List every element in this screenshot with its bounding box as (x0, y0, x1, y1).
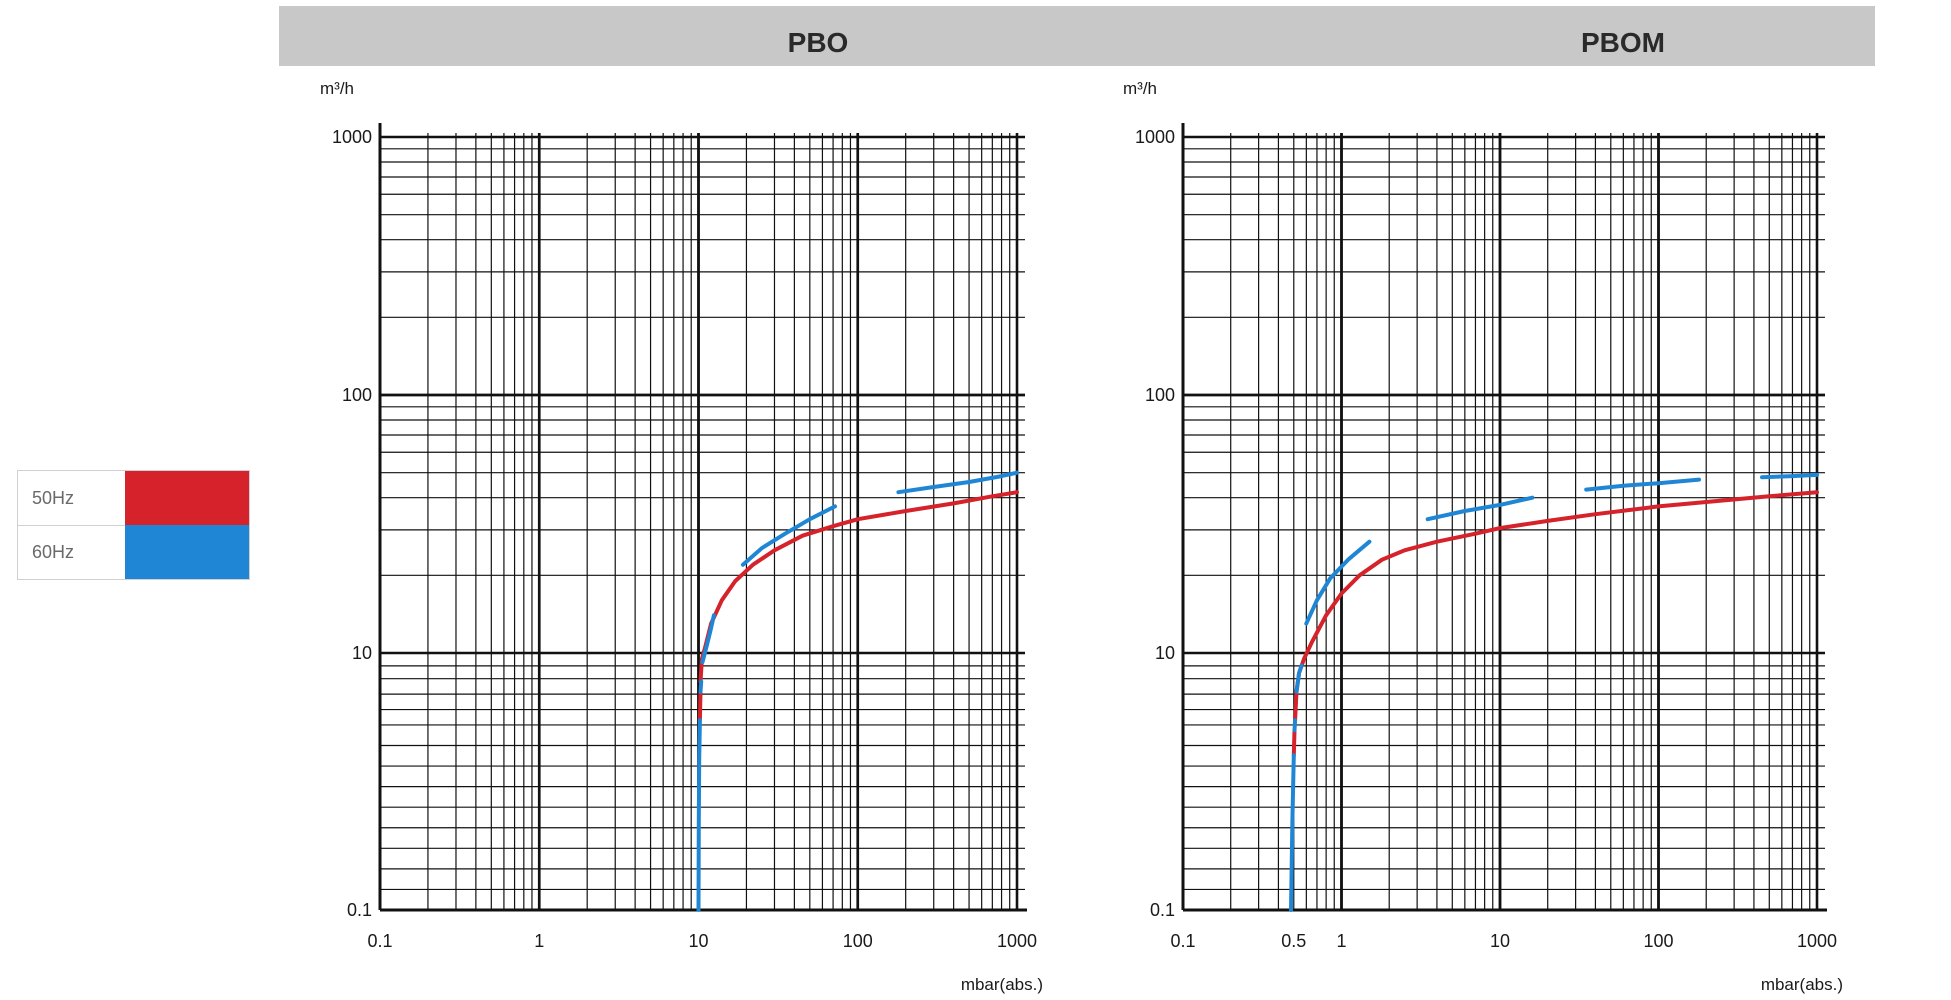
y-tick-label: 1000 (332, 127, 372, 147)
legend-item-60hz: 60Hz (18, 525, 249, 579)
x-axis-label: mbar(abs.) (961, 975, 1043, 994)
x-tick-label: 100 (1643, 931, 1673, 951)
x-tick-label: 1000 (997, 931, 1037, 951)
y-tick-label: 1000 (1135, 127, 1175, 147)
series-60hz-segment (1425, 495, 1535, 522)
chart-grid (378, 123, 1027, 912)
series-60hz-segment (1760, 472, 1819, 480)
x-tick-label: 1 (1336, 931, 1346, 951)
x-tick-label: 0.5 (1281, 931, 1306, 951)
series-60hz-segment (740, 504, 837, 567)
y-tick-label: 10 (352, 643, 372, 663)
series-60hz-segment (700, 613, 716, 665)
legend-swatch-60hz (125, 525, 249, 579)
series-50hz-segment (697, 689, 703, 723)
series-50hz-segment (1293, 490, 1819, 723)
series-60hz-segment (698, 679, 704, 694)
x-tick-label: 1000 (1797, 931, 1837, 951)
panel-title-pbom: PBOM (1581, 27, 1665, 58)
panel-title-pbo: PBO (787, 27, 849, 58)
y-tick-label: 10 (1155, 643, 1175, 663)
series-60hz-segment (896, 470, 1019, 495)
y-tick-label: 0.1 (347, 900, 372, 920)
x-tick-label: 10 (1490, 931, 1510, 951)
y-axis-label: m³/h (320, 79, 354, 98)
chart-grid (1181, 123, 1827, 912)
legend-label-60hz: 60Hz (32, 542, 75, 562)
series-60hz-segment (696, 718, 702, 912)
x-axis-label: mbar(abs.) (1761, 975, 1843, 994)
x-tick-label: 0.1 (367, 931, 392, 951)
x-tick-label: 10 (688, 931, 708, 951)
chart-panel-2: 0.1 0.5 1 10 100 1000 0.1 10 100 1000 m³/h mbar(abs… (1123, 79, 1843, 994)
chart-panel-1: 0.1 1 10 100 1000 0.1 10 100 1000 m³/h mbar(abs.) (320, 79, 1043, 994)
legend-swatch-50hz (125, 471, 249, 525)
series-60hz-segment (1289, 753, 1296, 912)
y-tick-label: 0.1 (1150, 900, 1175, 920)
x-tick-label: 0.1 (1170, 931, 1195, 951)
title-bar: PBO PBOM (279, 6, 1875, 66)
series-50hz-segment (1291, 728, 1297, 758)
x-tick-label: 100 (843, 931, 873, 951)
y-tick-label: 100 (1145, 385, 1175, 405)
series-60hz-segment (1292, 718, 1298, 733)
legend: 50Hz 60Hz (17, 470, 250, 580)
series-60hz-segment (1304, 539, 1372, 626)
x-tick-label: 1 (534, 931, 544, 951)
series-60hz-segment (1584, 477, 1701, 492)
series-60hz-segment (1294, 663, 1304, 694)
legend-label-50hz: 50Hz (32, 488, 75, 508)
y-axis-label: m³/h (1123, 79, 1157, 98)
y-tick-label: 100 (342, 385, 372, 405)
